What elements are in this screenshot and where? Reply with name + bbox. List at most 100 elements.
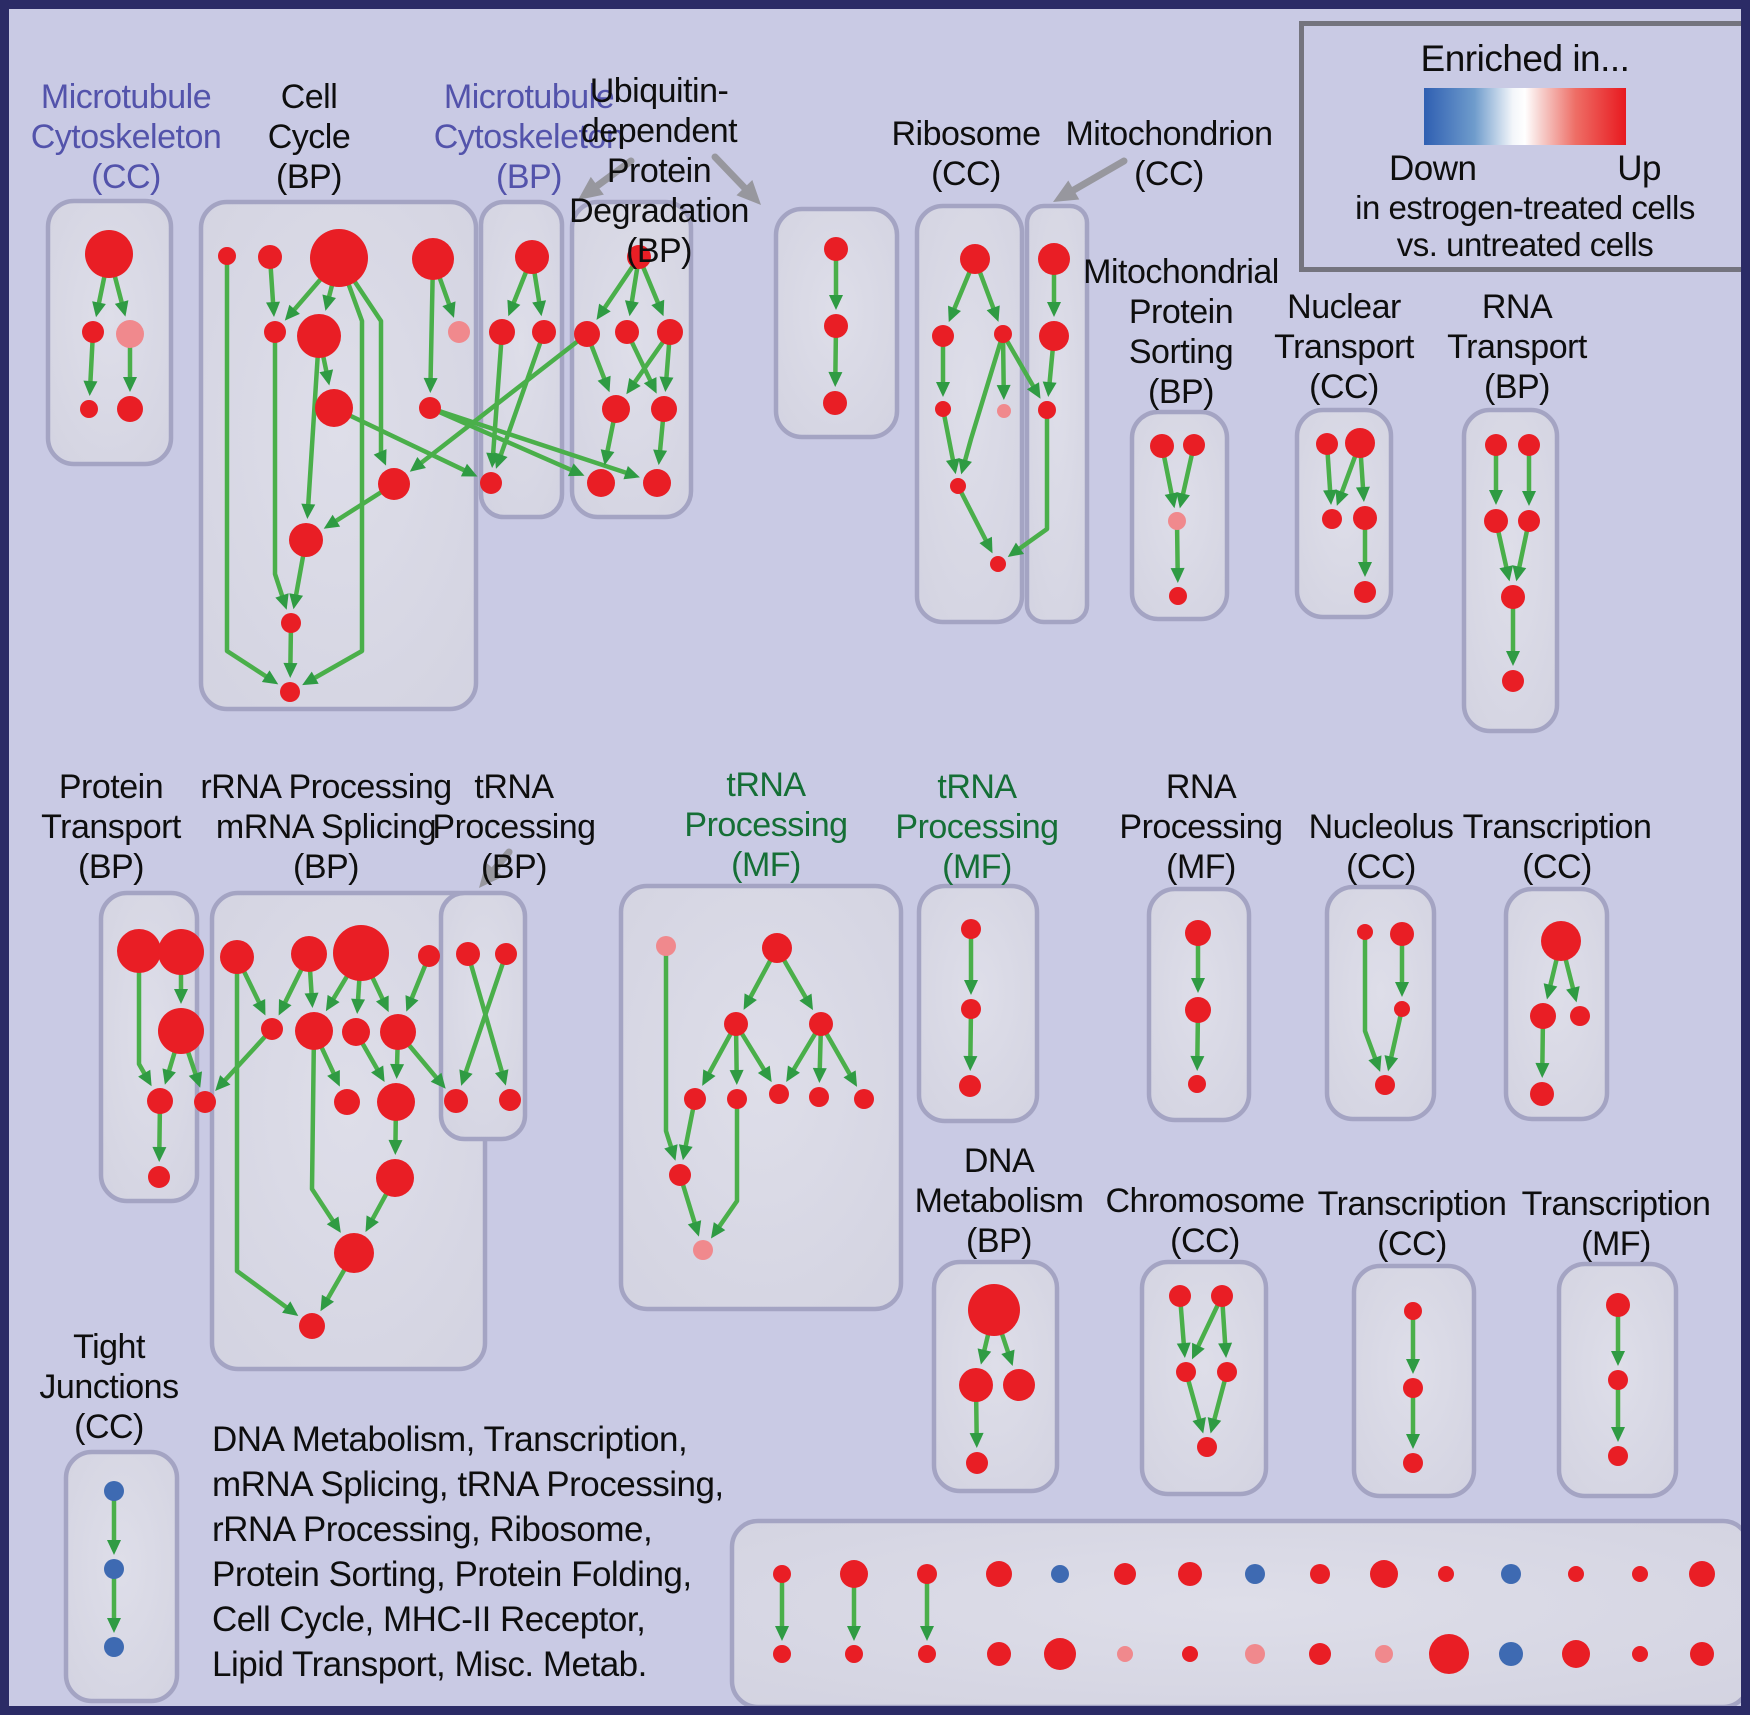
node-microtubule-cytoskeleton-bp (532, 320, 556, 344)
node-tight-junctions-cc (104, 1481, 124, 1501)
node-cell-cycle-bp (281, 613, 301, 633)
arrowhead-icon (327, 1070, 340, 1087)
node-ubiquitin-degradation-bp-1 (651, 396, 677, 422)
node-mitochondrion-cc (1039, 321, 1069, 351)
arrowhead-icon (388, 1139, 403, 1156)
arrowhead-icon (624, 300, 639, 317)
node-chromosome-cc (1217, 1362, 1237, 1382)
arrowhead-icon (948, 305, 961, 323)
node-trna-processing-mf-large (724, 1012, 748, 1036)
group-box-nucleolus-cc (1324, 884, 1437, 1122)
group-box-mitochondrion-cc (1024, 203, 1090, 625)
edge (592, 157, 635, 191)
node-nucleolus-cc (1390, 922, 1414, 946)
node-ubiquitin-degradation-bp-1 (602, 395, 630, 423)
node-rrna-processing-mrna-splicing-bp (261, 1018, 283, 1040)
arrowhead-icon (1001, 1349, 1015, 1367)
node-mitochondrial-protein-sorting-bp (1169, 587, 1187, 605)
node-nuclear-transport-cc (1345, 428, 1375, 458)
misc-clusters-note: DNA Metabolism, Transcription, mRNA Spli… (212, 1420, 724, 1684)
arrowhead-icon (275, 593, 289, 610)
node-misc-cluster-strip (1689, 1561, 1715, 1587)
group-label-protein-transport-bp: Protein Transport (BP) (41, 768, 181, 886)
arrowhead-icon (936, 382, 950, 397)
arrowhead-icon (1007, 542, 1025, 558)
edge (962, 331, 1006, 465)
arrowhead-icon (405, 995, 419, 1012)
node-nuclear-transport-cc (1353, 506, 1377, 530)
node-rna-transport-bp (1518, 434, 1540, 456)
group-label-rrna-processing-mrna-splicing-bp: rRNA Processing mRNA Splicing (BP) (200, 768, 452, 886)
arrowhead-icon (653, 449, 668, 466)
legend-box: Enriched in... Down Up in estrogen-treat… (1299, 21, 1741, 272)
arrowhead-icon (958, 458, 972, 475)
arrowhead-icon (375, 995, 389, 1013)
node-rna-transport-bp (1502, 670, 1524, 692)
node-ribosome-cc (950, 478, 966, 494)
arrowhead-icon (1190, 1055, 1205, 1072)
arrowhead-icon (152, 1146, 167, 1163)
node-misc-cluster-strip (1117, 1646, 1133, 1662)
group-label-transcription-mf: Transcription (MF) (1521, 1185, 1711, 1263)
node-mitochondrion-cc (1038, 243, 1070, 275)
node-trna-processing-mf-large (727, 1089, 747, 1109)
group-label-ribosome-cc: Ribosome (CC) (891, 115, 1041, 193)
node-rna-transport-bp (1485, 434, 1507, 456)
arrowhead-icon (83, 380, 98, 397)
node-misc-cluster-strip (1438, 1566, 1454, 1582)
node-rna-transport-bp (1501, 585, 1525, 609)
node-trna-processing-mf-small (961, 919, 981, 939)
arrowhead-icon (1611, 1351, 1625, 1366)
node-misc-cluster-strip (1051, 1565, 1069, 1583)
arrowhead-icon (1358, 562, 1372, 577)
node-misc-cluster-strip (1245, 1644, 1265, 1664)
node-cell-cycle-bp (264, 321, 286, 343)
node-transcription-cc-row2 (1541, 921, 1581, 961)
group-label-microtubule-cytoskeleton-bp: Microtubule Cytoskeleton (BP) (433, 78, 625, 196)
arrowhead-icon (365, 1215, 379, 1232)
arrowhead-icon (107, 1540, 121, 1555)
arrowhead-icon (92, 301, 106, 318)
node-protein-transport-bp (158, 929, 204, 975)
node-microtubule-cytoskeleton-bp (480, 472, 502, 494)
arrowhead-icon (323, 514, 341, 529)
arrowhead-icon (786, 1065, 800, 1082)
arrowhead-icon (319, 369, 334, 386)
arrowhead-icon (963, 1055, 978, 1072)
arrowhead-icon (964, 980, 978, 995)
node-misc-cluster-strip (1562, 1640, 1590, 1668)
node-chromosome-cc (1211, 1285, 1233, 1307)
arrowhead-icon (1042, 381, 1057, 398)
node-misc-cluster-strip (773, 1565, 791, 1583)
arrowhead-icon (284, 304, 300, 321)
group-label-rna-processing-mf: RNA Processing (MF) (1119, 768, 1283, 886)
arrowhead-icon (664, 1144, 678, 1161)
arrowhead-icon (643, 377, 657, 394)
node-ubiquitin-degradation-bp-1 (615, 320, 639, 344)
group-label-rna-transport-bp: RNA Transport (BP) (1447, 288, 1587, 406)
group-label-trna-processing-mf-large: tRNA Processing (MF) (684, 766, 848, 884)
arrowhead-icon (507, 299, 521, 317)
arrowhead-icon (710, 1222, 726, 1239)
node-microtubule-cytoskeleton-cc (80, 400, 98, 418)
legend-down-label: Down (1389, 149, 1477, 188)
edge (224, 253, 270, 680)
node-ubiquitin-degradation-bp-1 (587, 469, 615, 497)
arrowhead-icon (1566, 986, 1580, 1003)
node-mitochondrial-protein-sorting-bp (1168, 512, 1186, 530)
node-transcription-cc-row3 (1403, 1453, 1423, 1473)
arrowhead-icon (678, 1144, 693, 1161)
arrowhead-icon (600, 449, 615, 466)
arrowhead-icon (261, 670, 279, 685)
node-tight-junctions-cc (104, 1637, 124, 1657)
node-dna-metabolism-bp (966, 1452, 988, 1474)
node-microtubule-cytoskeleton-cc (117, 396, 143, 422)
arrowhead-icon (1522, 491, 1536, 506)
arrowhead-icon (659, 376, 674, 393)
node-misc-cluster-strip (840, 1560, 868, 1588)
arrowhead-icon (442, 301, 456, 318)
group-label-nuclear-transport-cc: Nuclear Transport (CC) (1274, 288, 1414, 406)
group-box-chromosome-cc (1139, 1259, 1269, 1497)
edge (427, 405, 630, 476)
edge (463, 951, 509, 1076)
